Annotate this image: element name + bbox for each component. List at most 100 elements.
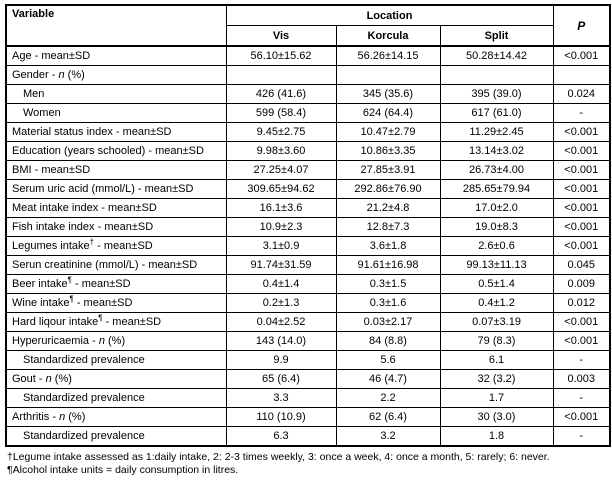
cell-vis: 599 (58.4): [225, 103, 337, 123]
col-header-vis: Vis: [225, 25, 337, 47]
cell-split: 26.73±4.00: [439, 160, 554, 180]
table-row: Legumes intake† - mean±SD 3.1±0.9 3.6±1.8 2…: [5, 236, 611, 256]
row-label-text: Age - mean±SD: [12, 50, 91, 62]
row-label: Material status index - mean±SD: [5, 122, 227, 142]
superscript-marker: ¶: [67, 275, 72, 285]
cell-split: 17.0±2.0: [439, 198, 554, 218]
table-row: Serun creatinine (mmol/L) - mean±SD 91.74…: [5, 255, 611, 275]
cell-split: 30 (3.0): [439, 407, 554, 427]
row-label-text: Meat intake index - mean±SD: [12, 202, 157, 214]
footnote-alcohol-units: ¶Alcohol intake units = daily consumptio…: [7, 464, 239, 476]
table-row: Standardized prevalence 6.3 3.2 1.8-: [5, 426, 611, 447]
table-row: BMI - mean±SD 27.25±4.07 27.85±3.91 26.73±4…: [5, 160, 611, 180]
row-label-text: Beer intake: [12, 278, 68, 290]
cell-p: 0.045: [552, 255, 611, 275]
page: Variable Location P Vis Korcula Split Age …: [5, 4, 612, 477]
cell-split: 32 (3.2): [439, 369, 554, 389]
cell-korcula: 5.6: [335, 350, 441, 370]
table-row: Education (years schooled) - mean±SD 9.98…: [5, 141, 611, 161]
table-header: Variable Location P Vis Korcula Split: [5, 4, 611, 47]
cell-vis: 56.10±15.62: [225, 45, 337, 66]
footnote-legume-intake: †Legume intake assessed as 1:daily intak…: [7, 451, 550, 463]
table-row: Material status index - mean±SD 9.45±2.75…: [5, 122, 611, 142]
row-label-text: n: [59, 411, 66, 423]
table-row: Gout - n (%) 65 (6.4) 46 (4.7) 32 (3.2) 0.00…: [5, 369, 611, 389]
cell-korcula: 0.3±1.6: [335, 293, 441, 313]
cell-vis: 3.3: [225, 388, 337, 408]
table-row: Women 599 (58.4) 624 (64.4) 617 (61.0) -: [5, 103, 611, 123]
cell-p: 0.012: [552, 293, 611, 313]
cell-p: <0.001: [552, 198, 611, 218]
table-row: Gender - n (%): [5, 65, 611, 85]
cell-split: 19.0±8.3: [439, 217, 554, 237]
col-header-korcula: Korcula: [335, 25, 441, 47]
row-label-text: Hyperuricaemia -: [12, 335, 99, 347]
cell-vis: 16.1±3.6: [225, 198, 337, 218]
row-label-text: Women: [23, 107, 61, 119]
row-label: Standardized prevalence: [5, 350, 227, 370]
footnotes: †Legume intake assessed as 1:daily intak…: [5, 447, 609, 477]
row-label: Fish intake index - mean±SD: [5, 217, 227, 237]
cell-vis: 110 (10.9): [225, 407, 337, 427]
row-label: Serum uric acid (mmol/L) - mean±SD: [5, 179, 227, 199]
table-row: Hard liqour intake¶ - mean±SD 0.04±2.52 0.…: [5, 312, 611, 332]
cell-p: <0.001: [552, 160, 611, 180]
row-label: Meat intake index - mean±SD: [5, 198, 227, 218]
cell-split: 0.4±1.2: [439, 293, 554, 313]
row-label-text: Arthritis -: [12, 411, 60, 423]
cell-korcula: 27.85±3.91: [335, 160, 441, 180]
cell-korcula: 292.86±76.90: [335, 179, 441, 199]
row-label-text: BMI - mean±SD: [12, 164, 91, 176]
table-row: Beer intake¶ - mean±SD 0.4±1.4 0.3±1.5 0.5±…: [5, 274, 611, 294]
table-row: Meat intake index - mean±SD 16.1±3.6 21.2±…: [5, 198, 611, 218]
cell-korcula: 2.2: [335, 388, 441, 408]
row-label-text: n: [45, 373, 52, 385]
cell-split: 395 (39.0): [439, 84, 554, 104]
cell-split: 79 (8.3): [439, 331, 554, 351]
cell-p: 0.003: [552, 369, 611, 389]
superscript-marker: †: [89, 237, 95, 247]
row-label: Arthritis - n (%): [5, 407, 227, 427]
cell-korcula: [335, 65, 441, 85]
row-label-text: - mean±SD: [73, 297, 133, 309]
row-label: Education (years schooled) - mean±SD: [5, 141, 227, 161]
row-label-text: Standardized prevalence: [23, 354, 145, 366]
cell-vis: 0.2±1.3: [225, 293, 337, 313]
row-label-text: (%): [51, 373, 72, 385]
row-label: Standardized prevalence: [5, 388, 227, 408]
results-table: Variable Location P Vis Korcula Split Age …: [5, 4, 612, 447]
row-label-text: (%): [104, 335, 126, 347]
col-header-location: Location: [225, 4, 554, 26]
cell-vis: 426 (41.6): [225, 84, 337, 104]
row-label: Wine intake¶ - mean±SD: [5, 293, 227, 313]
cell-vis: 9.9: [225, 350, 337, 370]
cell-vis: 143 (14.0): [225, 331, 337, 351]
cell-korcula: 10.47±2.79: [335, 122, 441, 142]
cell-korcula: 3.2: [335, 426, 441, 447]
cell-p: <0.001: [552, 122, 611, 142]
cell-p: 0.009: [552, 274, 611, 294]
cell-korcula: 84 (8.8): [335, 331, 441, 351]
cell-p: -: [552, 350, 611, 370]
row-label: Women: [5, 103, 227, 123]
cell-p: <0.001: [552, 312, 611, 332]
cell-vis: 6.3: [225, 426, 337, 447]
row-label-text: (%): [64, 69, 85, 81]
cell-p: <0.001: [552, 217, 611, 237]
superscript-marker: ¶: [98, 313, 103, 323]
table-body: Age - mean±SD 56.10±15.62 56.26±14.15 50.28…: [5, 45, 611, 447]
cell-vis: 27.25±4.07: [225, 160, 337, 180]
cell-p: <0.001: [552, 45, 611, 66]
cell-p: <0.001: [552, 179, 611, 199]
row-label-text: Men: [23, 88, 45, 100]
cell-p: <0.001: [552, 141, 611, 161]
table-row: Serum uric acid (mmol/L) - mean±SD 309.65…: [5, 179, 611, 199]
cell-korcula: 624 (64.4): [335, 103, 441, 123]
cell-korcula: 10.86±3.35: [335, 141, 441, 161]
row-label-text: Standardized prevalence: [23, 392, 145, 404]
row-label-text: Wine intake: [12, 297, 70, 309]
row-label-text: Serun creatinine (mmol/L) - mean±SD: [12, 259, 198, 271]
col-header-variable: Variable: [5, 4, 227, 47]
row-label: Men: [5, 84, 227, 104]
cell-split: 11.29±2.45: [439, 122, 554, 142]
